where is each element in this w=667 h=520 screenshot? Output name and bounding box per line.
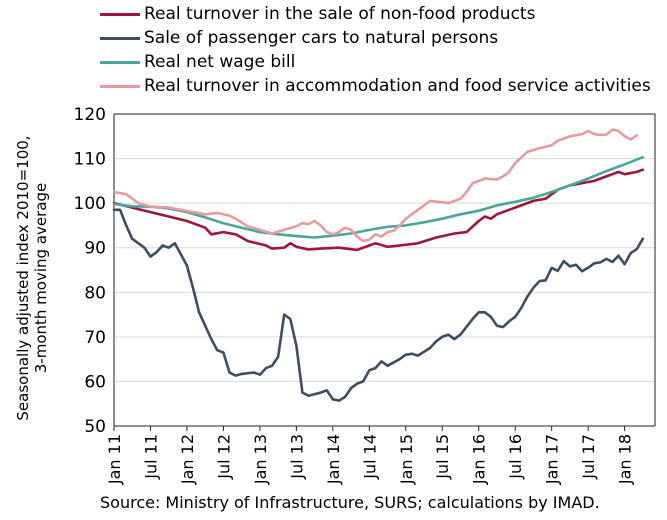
y-tick-label-80: 80	[84, 283, 106, 303]
y-axis-label-line-2: 3-month moving average	[32, 182, 50, 374]
plot-area	[113, 113, 656, 427]
legend-item-passenger-cars: Sale of passenger cars to natural person…	[100, 26, 651, 50]
y-axis-label-line-1: Seasonally adjusted index 2010=100,	[14, 135, 32, 421]
y-tick-label-90: 90	[84, 239, 106, 259]
x-tick-label-jan-16: Jan 16	[470, 434, 489, 485]
legend-swatch-net-wage-bill	[100, 60, 140, 64]
x-axis: Jan 11 Jul 11 Jan 12 Jul 12 Jan 13 Jul 13 Jan …	[105, 426, 635, 485]
legend-item-non-food: Real turnover in the sale of non-food pr…	[100, 2, 651, 26]
legend-item-net-wage-bill: Real net wage bill	[100, 50, 651, 74]
x-tick-label-jan-15: Jan 15	[397, 434, 416, 485]
x-tick-label-jan-17: Jan 17	[543, 434, 562, 485]
gridlines	[114, 158, 655, 382]
y-tick-label-50: 50	[84, 417, 106, 437]
legend: Real turnover in the sale of non-food pr…	[100, 2, 651, 98]
x-tick-label-jul-11: Jul 11	[141, 434, 160, 480]
x-tick-label-jan-11: Jan 11	[105, 434, 124, 485]
x-tick-label-jul-15: Jul 15	[433, 434, 452, 480]
series-line-non-food	[112, 168, 645, 252]
legend-item-accommodation: Real turnover in accommodation and food …	[100, 74, 651, 98]
source-note: Source: Ministry of Infrastructure, SURS…	[100, 493, 600, 512]
legend-swatch-passenger-cars	[100, 36, 140, 40]
x-tick-label-jul-12: Jul 12	[214, 434, 233, 480]
series-line-accommodation	[112, 128, 639, 243]
y-tick-label-120: 120	[74, 105, 106, 125]
x-tick-label-jan-13: Jan 13	[251, 434, 270, 485]
x-tick-label-jan-12: Jan 12	[178, 434, 197, 485]
y-tick-label-110: 110	[74, 150, 106, 170]
y-tick-label-100: 100	[74, 194, 106, 214]
series-line-net-wage-bill	[112, 155, 645, 239]
y-axis: 50 60 70 80 90 100 110 120	[74, 105, 106, 437]
y-tick-label-60: 60	[84, 372, 106, 392]
y-tick-label-70: 70	[84, 328, 106, 348]
legend-label-non-food: Real turnover in the sale of non-food pr…	[144, 4, 536, 24]
legend-swatch-non-food	[100, 12, 140, 16]
legend-swatch-accommodation	[100, 84, 140, 88]
legend-label-accommodation: Real turnover in accommodation and food …	[144, 76, 651, 96]
legend-label-net-wage-bill: Real net wage bill	[144, 52, 296, 72]
x-tick-label-jul-17: Jul 17	[579, 434, 598, 480]
x-tick-label-jan-14: Jan 14	[324, 434, 343, 485]
y-axis-label: Seasonally adjusted index 2010=100, 3-mo…	[14, 128, 50, 428]
series-lines	[112, 128, 645, 402]
x-tick-label-jan-18: Jan 18	[616, 434, 635, 485]
x-tick-label-jul-13: Jul 13	[287, 434, 306, 480]
series-line-passenger-cars	[112, 208, 645, 402]
legend-label-passenger-cars: Sale of passenger cars to natural person…	[144, 28, 499, 48]
x-tick-label-jul-16: Jul 16	[506, 434, 525, 480]
x-tick-label-jul-14: Jul 14	[360, 434, 379, 480]
